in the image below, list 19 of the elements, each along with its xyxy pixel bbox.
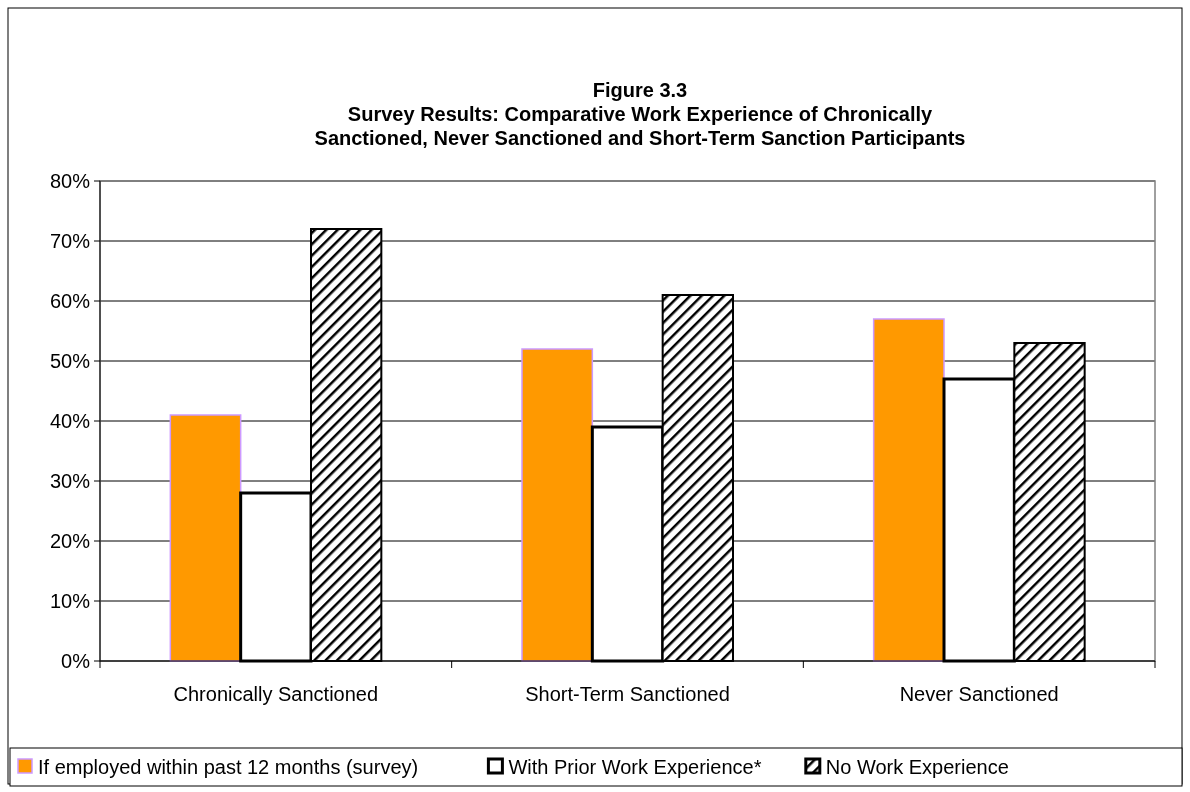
legend-label: If employed within past 12 months (survey) (38, 756, 419, 778)
legend-label: No Work Experience (825, 756, 1009, 778)
chart-title: Figure 3.3 Survey Results: Comparative Work Experience of Chronically Sanctioned, Never Sanctioned and Short-Term Sanction Participants (314, 79, 966, 149)
x-tick-label: Never Sanctioned (899, 683, 1059, 705)
x-tick-label: Short-Term Sanctioned (525, 683, 730, 705)
x-tick-label: Chronically Sanctioned (173, 683, 379, 705)
bar (521, 348, 594, 662)
y-tick-label: 0% (61, 650, 91, 672)
y-tick-label: 40% (49, 410, 91, 432)
y-tick-label: 70% (49, 230, 91, 252)
y-tick-label: 20% (49, 530, 91, 552)
y-tick-label: 80% (49, 170, 91, 192)
y-tick-label: 60% (49, 290, 91, 312)
legend-label: With Prior Work Experience* (508, 756, 762, 778)
y-tick-label: 30% (49, 470, 91, 492)
y-tick-label: 10% (49, 590, 91, 612)
bar (169, 414, 242, 662)
y-tick-label: 50% (49, 350, 91, 372)
bar (872, 318, 945, 662)
